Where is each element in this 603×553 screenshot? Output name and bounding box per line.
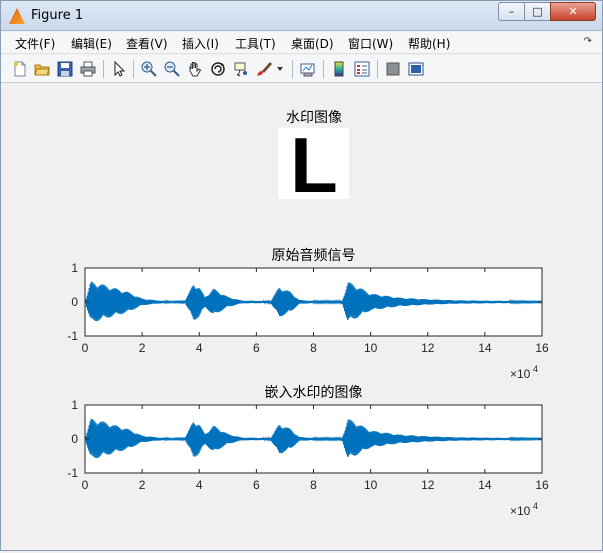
print-icon[interactable] [79,60,97,78]
menu-desktop[interactable]: 桌面(D) [291,37,334,51]
menu-edit[interactable]: 编辑(E) [71,37,112,51]
plot-title: 原始音频信号 [272,247,356,263]
legend-icon[interactable] [353,60,371,78]
x-exponent-power: 4 [533,364,538,374]
menu-tools[interactable]: 工具(T) [235,37,276,51]
minimize-button[interactable]: – [498,2,525,21]
menu-window[interactable]: 窗口(W) [348,37,394,51]
x-exponent-label: ×10 [510,504,531,518]
toolbar-separator [377,60,378,78]
figure-canvas: 水印图像 L 原始音频信号 0 2 4 6 8 10 12 14 16 1 0 -1 ×10 4 嵌入水印的… [1,84,602,550]
toolbar-separator [292,60,293,78]
y-tick-label: -1 [67,466,78,480]
x-tick-label: 2 [139,341,146,355]
menu-view[interactable]: 查看(V) [126,37,168,51]
x-tick-label: 14 [478,478,492,492]
matlab-logo-icon [9,8,25,24]
waveform-line [84,418,543,459]
y-tick-label: -1 [67,329,78,343]
x-tick-label: 4 [196,341,203,355]
x-tick-label: 0 [82,341,89,355]
y-tick-label: 1 [71,398,78,412]
link-plot-icon[interactable] [299,60,317,78]
menu-bar: 文件(F) 编辑(E) 查看(V) 插入(I) 工具(T) 桌面(D) 窗口(W… [1,32,602,54]
watermark-letter: L [290,121,338,209]
toolbar-separator [103,60,104,78]
x-tick-label: 10 [364,341,378,355]
x-tick-label: 14 [478,341,492,355]
toolbar [1,55,602,83]
hide-plot-tools-icon[interactable] [384,60,402,78]
zoom-out-icon[interactable] [163,60,181,78]
close-button[interactable]: ✕ [550,2,596,21]
x-tick-label: 16 [535,478,549,492]
x-tick-label: 4 [196,478,203,492]
window-title: Figure 1 [31,8,84,23]
dropdown-arrow-icon[interactable] [275,60,285,78]
y-tick-label: 0 [71,432,78,446]
watermark-image [278,128,349,199]
data-cursor-icon[interactable] [232,60,250,78]
pan-hand-icon[interactable] [186,60,204,78]
y-tick-label: 1 [71,261,78,275]
x-tick-label: 6 [253,341,260,355]
x-tick-label: 8 [310,341,317,355]
x-tick-label: 16 [535,341,549,355]
x-tick-label: 12 [421,478,435,492]
menu-file[interactable]: 文件(F) [15,37,56,51]
toolbar-separator [323,60,324,78]
rotate-3d-icon[interactable] [209,60,227,78]
maximize-button[interactable]: □ [524,2,551,21]
x-tick-label: 8 [310,478,317,492]
curved-arrow-icon[interactable]: ↷ [583,36,592,47]
toolbar-separator [133,60,134,78]
save-icon[interactable] [56,60,74,78]
x-tick-label: 2 [139,478,146,492]
waveform-line [84,281,543,322]
pointer-icon[interactable] [110,60,128,78]
open-file-icon[interactable] [33,60,51,78]
y-tick-label: 0 [71,295,78,309]
menu-help[interactable]: 帮助(H) [408,37,451,51]
menu-insert[interactable]: 插入(I) [182,37,219,51]
new-figure-icon[interactable] [11,60,29,78]
x-exponent-label: ×10 [510,367,531,381]
x-tick-label: 10 [364,478,378,492]
x-exponent-power: 4 [533,501,538,511]
x-tick-label: 12 [421,341,435,355]
brush-icon[interactable] [255,60,273,78]
x-tick-label: 0 [82,478,89,492]
x-tick-label: 6 [253,478,260,492]
show-plot-tools-icon[interactable] [407,60,425,78]
watermark-title: 水印图像 [286,109,342,125]
colorbar-icon[interactable] [330,60,348,78]
plot-title: 嵌入水印的图像 [265,384,363,400]
title-bar[interactable]: Figure 1 – □ ✕ [1,1,602,31]
zoom-in-icon[interactable] [140,60,158,78]
